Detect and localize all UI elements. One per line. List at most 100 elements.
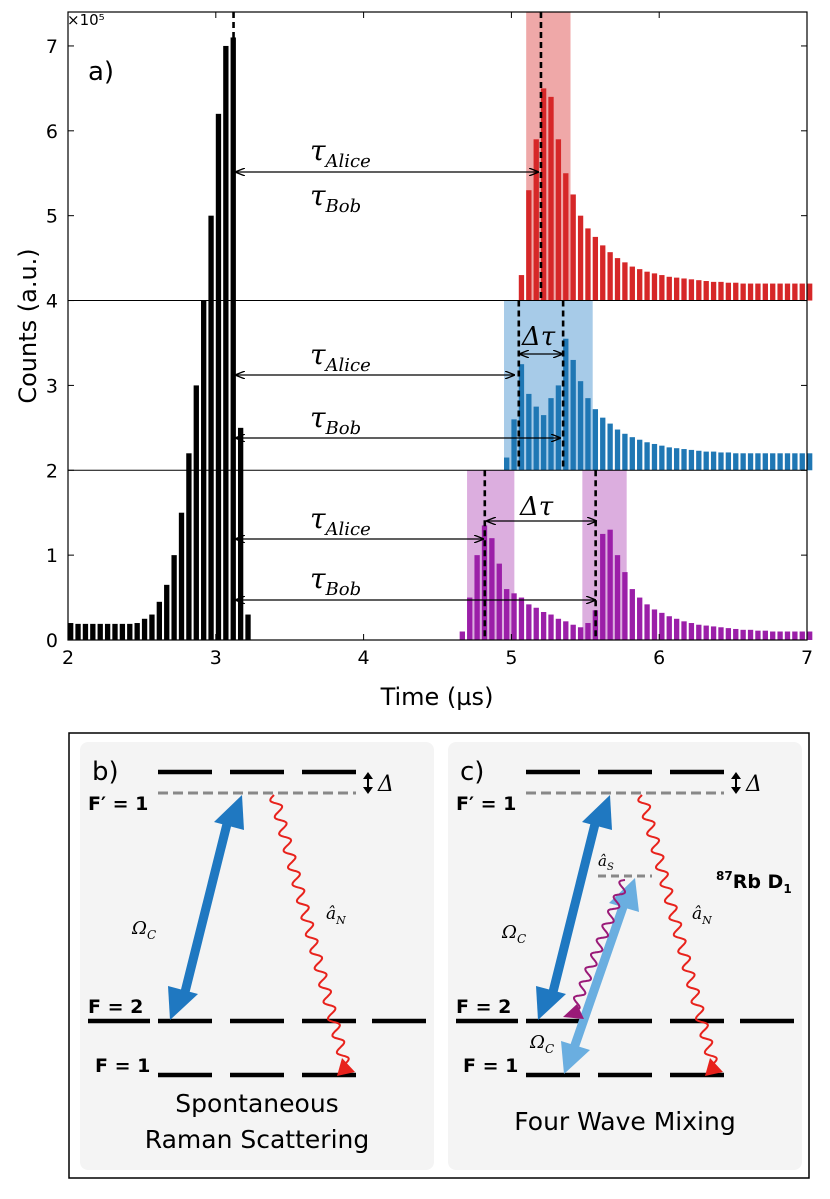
tau-alice-label-purple: τAlice [310, 502, 371, 540]
bar-purple-5 [496, 563, 502, 640]
bar-control-16 [186, 453, 192, 640]
bar-blue-41 [807, 453, 813, 471]
bar-blue-5 [540, 415, 547, 471]
panel-c-omega-lower: ΩC [529, 1032, 554, 1056]
bar-red-23 [688, 279, 695, 301]
bar-blue-28 [710, 451, 717, 471]
bar-red-18 [651, 273, 658, 301]
bar-red-6 [563, 173, 569, 301]
bar-red-11 [600, 245, 606, 301]
bar-blue-25 [688, 449, 695, 471]
bar-red-8 [577, 215, 584, 301]
bar-purple-40 [755, 630, 761, 640]
bar-control-22 [230, 37, 236, 640]
bar-blue-30 [725, 452, 732, 471]
panel-c-as: âS [598, 852, 614, 873]
x-tick-label-1: 3 [210, 647, 222, 669]
bar-control-20 [215, 113, 222, 641]
y-tick-label-7: 7 [46, 36, 58, 58]
bar-red-38 [799, 283, 805, 301]
bar-control-12 [156, 601, 163, 640]
panel-b-level-f1: F = 1 [95, 1055, 150, 1077]
bar-purple-20 [607, 529, 613, 640]
bar-purple-1 [467, 597, 473, 640]
offset-separators [68, 300, 807, 471]
bar-purple-47 [807, 631, 813, 640]
x-axis-label: Time (µs) [380, 683, 494, 711]
panel-b-delta-marker [363, 772, 373, 794]
bar-red-12 [607, 252, 613, 301]
bar-red-28 [725, 282, 732, 301]
bar-blue-12 [592, 409, 599, 471]
bar-blue-23 [673, 448, 680, 471]
x-tick-label-2: 4 [358, 647, 370, 669]
bar-blue-11 [585, 398, 591, 471]
bar-red-26 [710, 281, 717, 301]
bar-red-24 [696, 280, 702, 301]
bar-control-24 [245, 614, 251, 640]
bar-blue-8 [563, 338, 569, 471]
bar-blue-35 [762, 453, 768, 471]
bar-control-19 [208, 215, 214, 641]
panel-c-caption: Four Wave Mixing [514, 1107, 735, 1136]
bar-red-31 [747, 283, 754, 301]
bar-blue-27 [703, 451, 709, 471]
bar-purple-26 [651, 609, 658, 640]
bar-purple-44 [784, 631, 791, 640]
panel-c-an: âN [692, 904, 712, 927]
bar-purple-32 [696, 624, 702, 640]
bar-red-5 [555, 139, 562, 301]
bar-purple-46 [799, 631, 805, 640]
bar-blue-17 [629, 437, 635, 471]
y-tick-label-6: 6 [46, 121, 58, 143]
bar-blue-9 [570, 359, 576, 471]
bar-red-29 [733, 282, 739, 301]
bar-red-1 [526, 190, 532, 301]
bar-blue-19 [644, 442, 650, 471]
x-tick-label-0: 2 [62, 647, 74, 669]
tau-alice-label-blue: τAlice [310, 338, 371, 376]
bar-control-6 [112, 623, 118, 640]
bar-purple-33 [703, 625, 709, 640]
bar-red-7 [570, 194, 576, 301]
panel-c-lower-coupling-arrow [561, 878, 639, 1074]
bar-purple-14 [563, 621, 569, 640]
panel-b-scattered-photon [269, 794, 350, 1065]
bar-control-10 [141, 618, 148, 640]
panel-c-stokes-photon [573, 879, 626, 1011]
bar-blue-20 [651, 443, 658, 471]
bar-purple-23 [629, 589, 635, 640]
bar-purple-9 [526, 604, 532, 640]
bar-red-35 [777, 283, 783, 301]
axis-ticks: 2 3 4 5 6 7 0 1 2 3 4 5 6 7 [46, 12, 813, 669]
bar-red-27 [718, 281, 724, 301]
bar-blue-33 [747, 453, 754, 471]
bar-red-32 [755, 283, 761, 301]
bar-purple-39 [747, 629, 754, 640]
panel-b-delta: Δ [377, 772, 394, 797]
bar-blue-40 [799, 453, 805, 471]
bar-blue-38 [784, 453, 791, 471]
bar-red-19 [659, 275, 665, 301]
panel-c-delta: Δ [745, 772, 762, 797]
bar-red-30 [740, 283, 746, 301]
tau-alice-label-red: τAlice [310, 134, 371, 172]
bar-purple-38 [740, 629, 746, 640]
bar-control-17 [193, 385, 199, 640]
bar-purple-43 [777, 631, 783, 640]
bar-purple-45 [792, 631, 798, 640]
bar-purple-11 [540, 611, 547, 640]
bar-purple-25 [644, 604, 650, 640]
bar-blue-31 [733, 453, 739, 471]
bar-red-9 [585, 228, 591, 301]
bar-blue-37 [777, 453, 783, 471]
panel-a-label: a) [88, 57, 114, 87]
y-tick-label-4: 4 [46, 291, 58, 313]
bar-blue-6 [548, 398, 554, 471]
y-exponent: ×10⁵ [67, 11, 105, 29]
bar-blue-3 [526, 393, 532, 471]
x-tick-label-5: 7 [801, 647, 813, 669]
bar-red-39 [807, 283, 813, 301]
bar-purple-8 [518, 597, 525, 640]
